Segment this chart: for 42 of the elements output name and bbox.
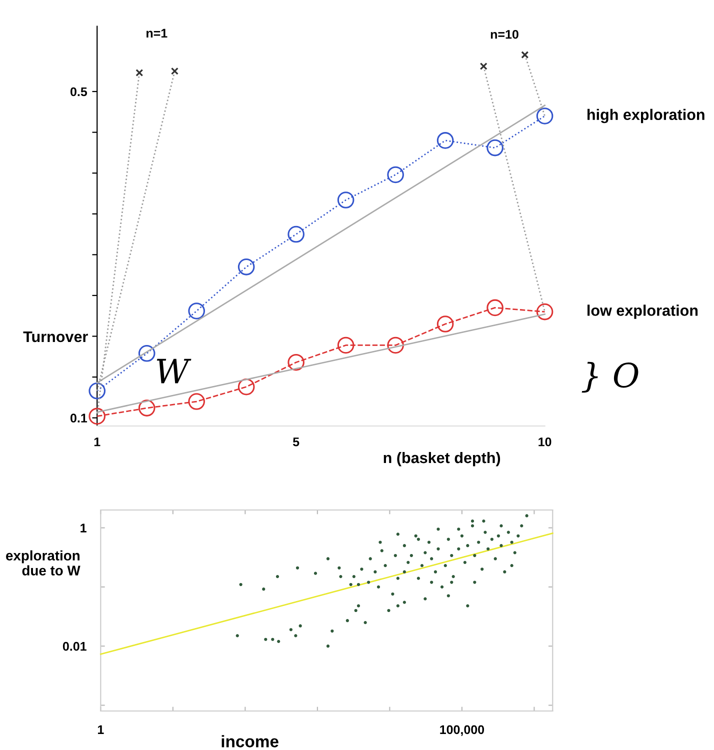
text: } O	[582, 362, 638, 393]
point	[486, 299, 504, 316]
point	[486, 139, 504, 156]
point	[238, 258, 255, 276]
point	[188, 393, 205, 410]
point	[387, 166, 404, 184]
point	[138, 344, 156, 362]
y-tick-label: 1	[80, 524, 86, 532]
point	[521, 51, 529, 59]
x-axis-title: income	[222, 735, 278, 748]
x-axis-title: n (basket depth)	[384, 452, 500, 466]
y-axis-title: exploration due to W	[6, 550, 80, 576]
annotation: n=10	[490, 30, 518, 39]
point	[337, 192, 354, 208]
point	[88, 408, 106, 425]
point	[188, 302, 205, 320]
point	[138, 400, 156, 416]
x-tick-label: 10	[538, 437, 552, 446]
text: high exploration	[588, 108, 704, 124]
x-tick-label: 5	[292, 438, 300, 446]
point	[136, 68, 144, 77]
point	[387, 336, 404, 354]
y-tick-label: 0.01	[62, 642, 86, 651]
point	[288, 354, 304, 371]
y-tick-label: 0.5	[70, 87, 88, 96]
point	[436, 316, 454, 332]
x-tick-label: 1	[94, 438, 100, 446]
y-axis-title: Turnover	[23, 331, 88, 342]
point	[536, 108, 554, 124]
point	[436, 132, 454, 149]
point	[170, 67, 178, 75]
point	[337, 336, 354, 354]
point	[288, 226, 304, 243]
point	[238, 378, 255, 396]
y-tick-label: 0.1	[70, 414, 88, 422]
annotation: n=1	[146, 28, 168, 38]
x-tick-label: 100,000	[440, 725, 484, 736]
point	[480, 62, 488, 70]
point	[88, 382, 106, 400]
point	[536, 303, 554, 320]
text: low exploration	[588, 304, 698, 319]
annotation: W	[156, 358, 192, 384]
